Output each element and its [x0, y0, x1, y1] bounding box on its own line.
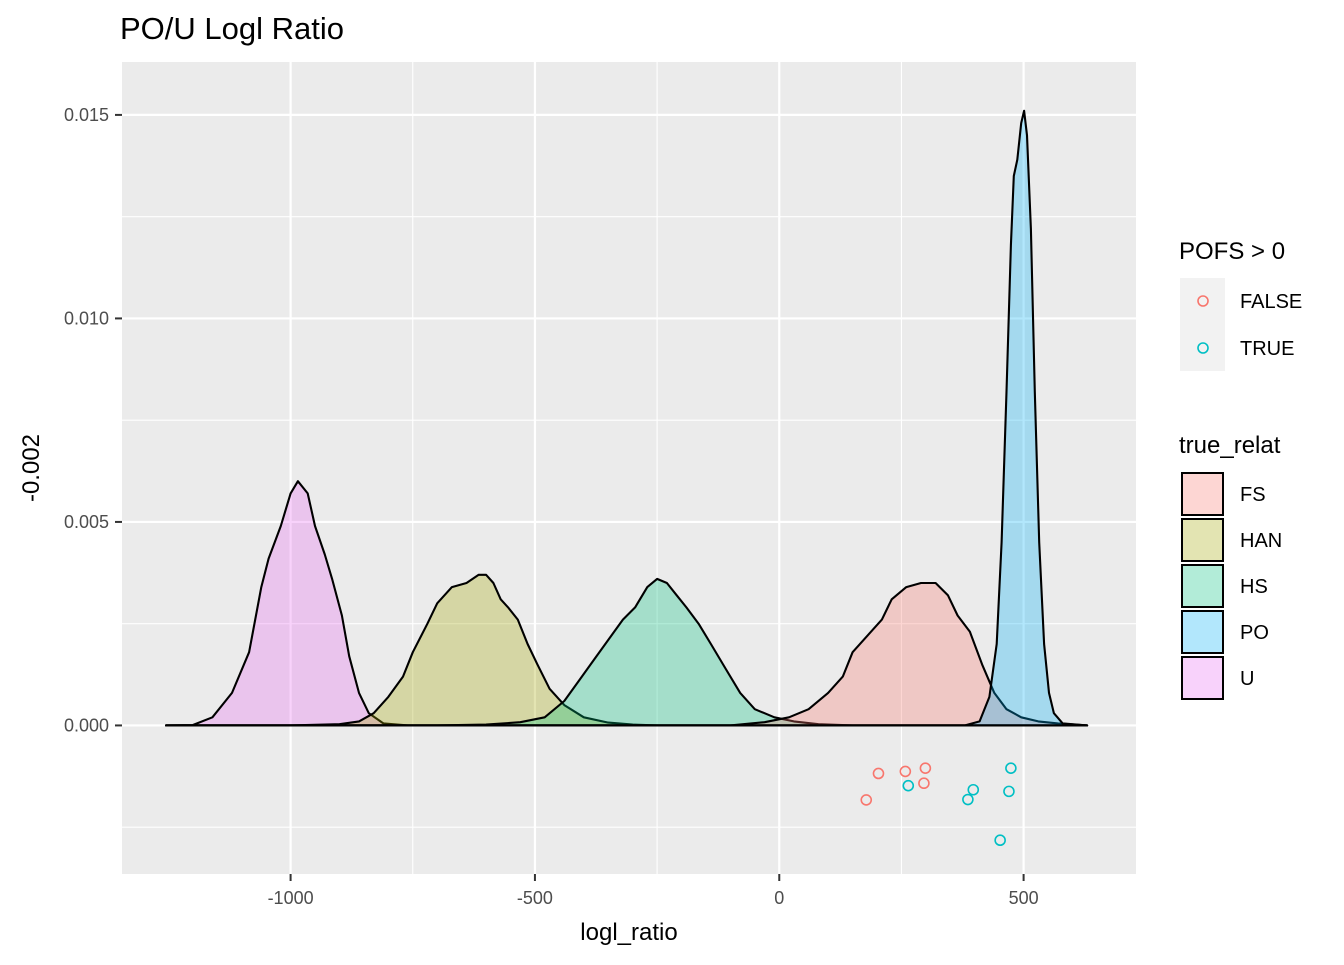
legend-relat-title: true_relat: [1179, 432, 1281, 459]
data-point-false: [872, 767, 885, 780]
data-point-false: [919, 762, 932, 774]
density-area-po: [164, 109, 1089, 727]
legend-key-fs: [1181, 472, 1224, 516]
legend-key-false: [1197, 295, 1209, 307]
y-tick-label: 0.005: [64, 512, 109, 532]
legend-key-u: [1181, 656, 1224, 700]
data-point-true: [967, 783, 980, 796]
legend-key-po: [1181, 610, 1224, 654]
scatter-points: [860, 762, 1017, 847]
data-point-true: [962, 793, 974, 806]
y-tick-label: 0.015: [64, 105, 109, 125]
data-point-true: [1003, 785, 1015, 798]
legend-pofs-key-background: [1180, 278, 1225, 371]
legend-label-hs: HS: [1240, 576, 1268, 598]
data-point-true: [1005, 762, 1017, 774]
legend-key-true: [1197, 342, 1209, 354]
chart-title: PO/U Logl Ratio: [120, 11, 344, 46]
y-tick-label: 0.010: [64, 308, 109, 328]
data-point-false: [899, 765, 912, 778]
legend-label-po: PO: [1240, 622, 1269, 644]
x-tick-label: -1000: [268, 888, 314, 908]
legend-label-true: TRUE: [1240, 338, 1294, 360]
data-point-false: [860, 794, 873, 806]
legend-key-hs: [1181, 564, 1224, 608]
x-axis-label: logl_ratio: [580, 919, 677, 946]
legend-pofs-title: POFS > 0: [1179, 238, 1285, 265]
plot-panel: [122, 62, 1136, 874]
legend-label-han: HAN: [1240, 530, 1282, 552]
density-areas: [164, 109, 1089, 727]
legend-label-fs: FS: [1240, 484, 1266, 506]
legend-label-false: FALSE: [1240, 291, 1302, 313]
axes: -1000 -500 0 500 0.000 0.005 0.010 0.015: [64, 105, 1039, 908]
x-tick-label: -500: [517, 888, 553, 908]
data-point-false: [918, 777, 930, 790]
density-area-hs: [164, 577, 1089, 727]
legends: POFS > 0 true_relat FALSE TRUE FS HAN HS PO U: [1179, 238, 1302, 700]
legend-label-u: U: [1240, 668, 1254, 690]
x-tick-label: 0: [774, 888, 784, 908]
data-point-true: [902, 779, 915, 792]
density-area-fs: [164, 581, 1089, 727]
y-axis-label: -0.002: [18, 434, 45, 502]
legend-key-han: [1181, 518, 1224, 562]
y-tick-label: 0.000: [64, 715, 109, 735]
data-point-true: [994, 834, 1006, 847]
density-area-han: [164, 573, 1089, 727]
x-tick-label: 500: [1009, 888, 1039, 908]
